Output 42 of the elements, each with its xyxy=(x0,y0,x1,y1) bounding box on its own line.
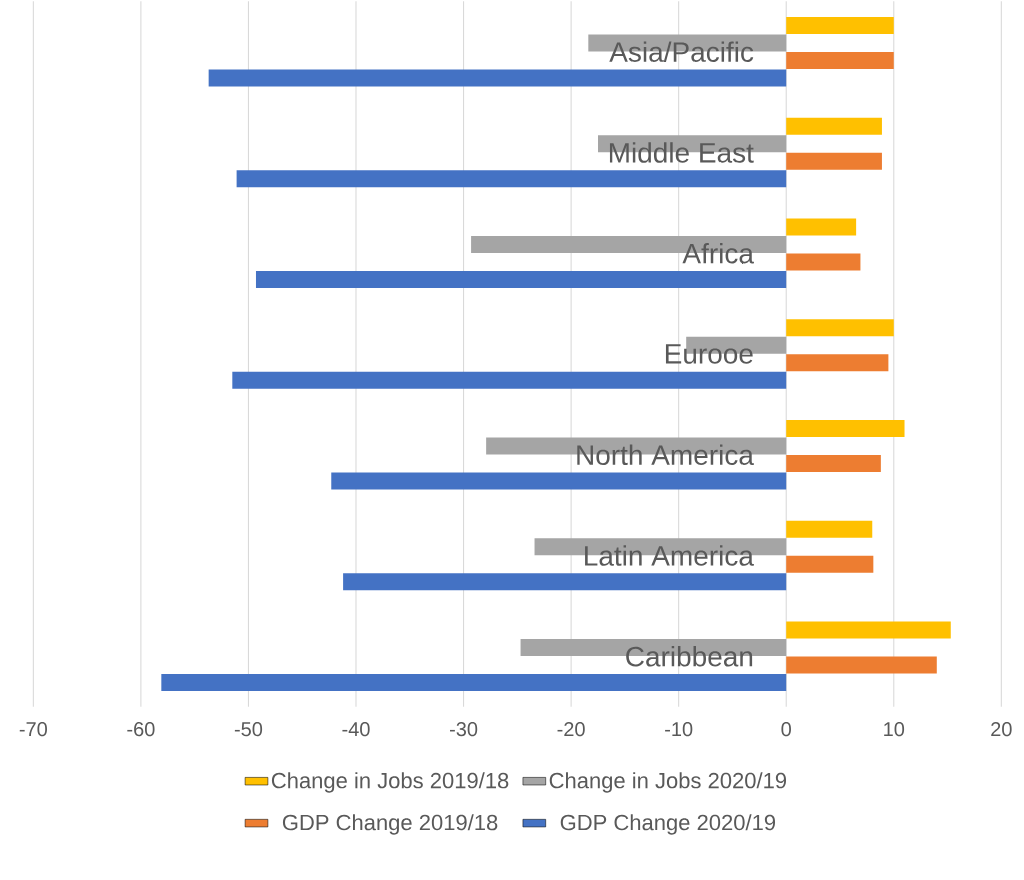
bar xyxy=(786,319,894,337)
y-tick-label: Middle East xyxy=(609,142,754,163)
bar xyxy=(786,218,857,236)
y-tick-label: Africa xyxy=(682,242,754,264)
bar xyxy=(208,69,787,87)
legend-label: Change in Jobs 2019/18 xyxy=(271,772,509,793)
bar xyxy=(232,371,787,389)
x-tick-label: -60 xyxy=(127,722,155,737)
x-tick-label: -70 xyxy=(19,722,47,737)
x-tick-label: 10 xyxy=(884,722,905,737)
x-tick-label: 20 xyxy=(991,722,1012,737)
bar xyxy=(786,51,894,69)
bar xyxy=(786,17,894,35)
bar xyxy=(786,621,951,639)
legend-label: GDP Change 2019/18 xyxy=(282,814,498,835)
y-tick-label: Caribbean xyxy=(626,646,753,667)
bar xyxy=(331,472,787,490)
bar xyxy=(161,673,787,691)
bar xyxy=(786,555,874,573)
bar xyxy=(786,455,881,472)
x-tick-label: -30 xyxy=(449,722,478,737)
bar xyxy=(786,117,882,135)
bar xyxy=(255,270,787,288)
x-tick-label: -20 xyxy=(557,722,585,737)
x-tick-label: 0 xyxy=(781,722,791,737)
bar xyxy=(786,253,861,271)
x-tick-label: -50 xyxy=(234,722,263,737)
bar xyxy=(786,354,889,372)
legend-label: GDP Change 2020/19 xyxy=(560,814,776,835)
bar xyxy=(786,420,905,438)
bar xyxy=(236,170,787,188)
bar xyxy=(786,520,873,538)
x-tick-label: -10 xyxy=(665,722,693,737)
y-tick-label: North America xyxy=(577,444,754,466)
bar xyxy=(786,656,937,674)
x-tick-label: -40 xyxy=(342,722,370,737)
bar xyxy=(786,152,882,170)
bar xyxy=(343,573,787,591)
y-tick-label: Latin America xyxy=(585,545,754,566)
y-tick-label: Eurooe xyxy=(665,344,753,364)
legend-label: Change in Jobs 2020/19 xyxy=(549,772,787,793)
y-tick-label: Asia/Pacific xyxy=(609,41,754,62)
